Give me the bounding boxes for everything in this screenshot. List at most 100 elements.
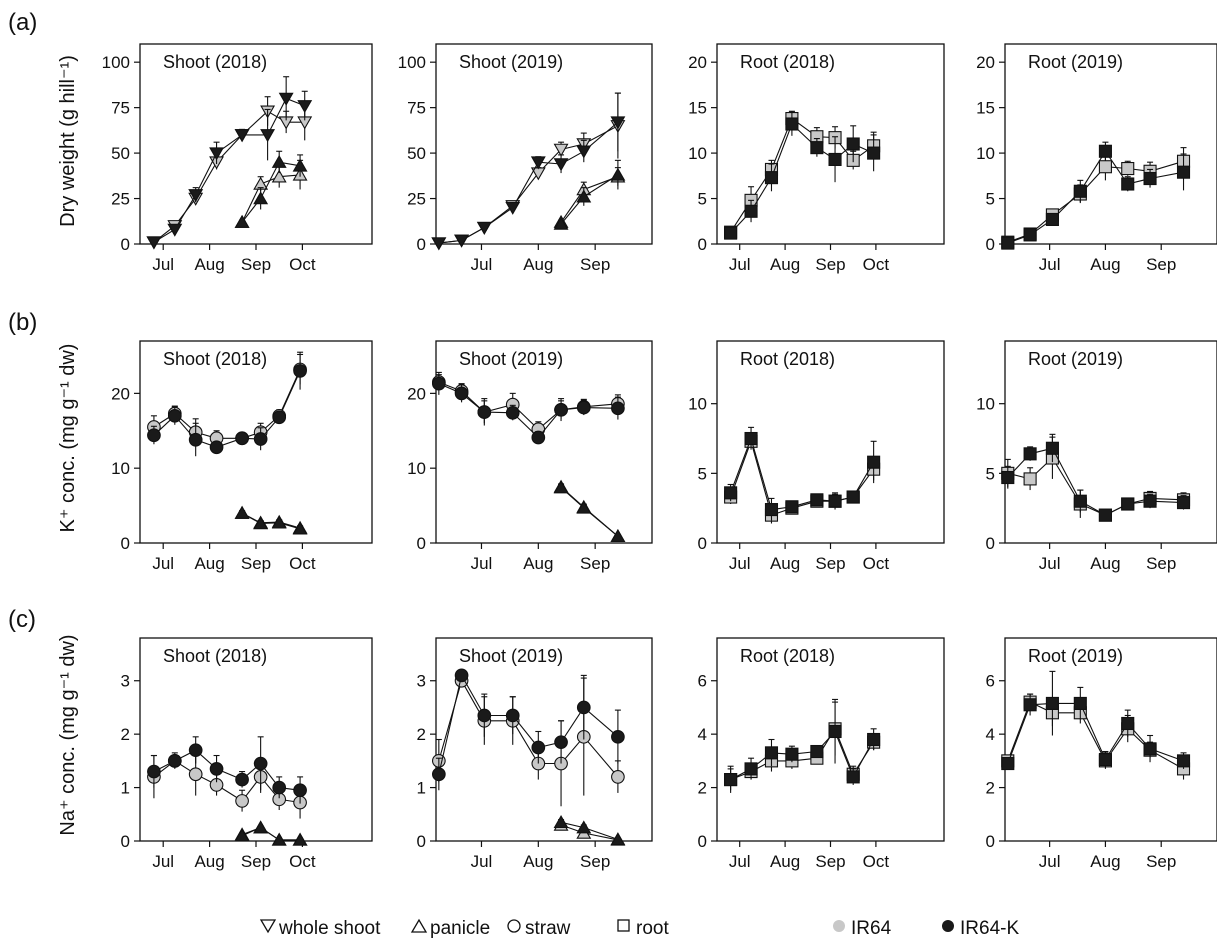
panel-title: Root (2019) [1028, 646, 1123, 666]
panel-c3: Root (2018) 0 2 4 6 Jul Aug Sep Oct [698, 637, 945, 871]
panel-b3: Root (2018) 0 5 10 Jul Aug Sep Oct [688, 340, 945, 573]
x-tick-label: Jul [471, 852, 493, 871]
y-tick-label: 0 [986, 534, 995, 553]
data-point [611, 401, 625, 416]
data-point [293, 364, 307, 378]
series-ir64-square [724, 110, 881, 239]
y-tick-label: 2 [986, 779, 995, 798]
data-point [167, 223, 183, 237]
data-point [785, 117, 799, 131]
data-point [147, 428, 161, 443]
data-point [764, 503, 779, 517]
data-point [454, 668, 469, 683]
legend-label-ir64: IR64 [851, 918, 892, 938]
y-tick-label: 4 [986, 725, 995, 744]
x-tick-label: Sep [241, 554, 271, 573]
series-line [241, 512, 301, 530]
data-point [1143, 494, 1157, 508]
data-point [576, 700, 591, 715]
data-point [209, 440, 224, 455]
x-tick-label: Aug [523, 554, 553, 573]
data-point [764, 746, 779, 760]
data-point [253, 191, 269, 205]
data-point [576, 189, 592, 203]
x-tick-label: Sep [580, 852, 610, 871]
data-point [272, 410, 287, 425]
y-tick-label: 20 [407, 384, 426, 403]
data-point [724, 226, 738, 240]
data-point [271, 515, 287, 529]
y-tick-label: 4 [698, 725, 707, 744]
series-line [438, 125, 619, 244]
legend-marker-tri-down [259, 919, 277, 934]
data-point [292, 832, 308, 846]
panel-b1: Shoot (2018) 0 10 20 Jul Aug Sep Oct [111, 340, 373, 573]
y-tick-label: 10 [976, 395, 995, 414]
y-tick-label: 75 [407, 99, 426, 118]
data-point [828, 724, 842, 739]
data-point [234, 129, 250, 143]
data-point [785, 500, 799, 514]
x-tick-label: Sep [1146, 852, 1176, 871]
data-point [576, 400, 591, 415]
x-tick-label: Aug [1090, 554, 1120, 573]
data-point [1023, 447, 1037, 461]
y-axis-label-b: K⁺ conc. (mg g⁻¹ dw) [57, 344, 79, 533]
data-point [1143, 742, 1157, 756]
data-point [293, 783, 307, 798]
x-tick-label: Aug [1090, 255, 1120, 274]
series-ir64-k-tri-up [234, 505, 308, 535]
series-ir64-k-circle [147, 736, 307, 804]
data-point [431, 767, 446, 782]
x-tick-label: Jul [1039, 852, 1061, 871]
data-point [1001, 236, 1015, 250]
data-point [554, 402, 568, 417]
x-tick-label: Aug [523, 255, 553, 274]
y-tick-label: 0 [986, 235, 995, 254]
x-tick-label: Oct [289, 255, 316, 274]
x-tick-label: Sep [241, 852, 271, 871]
y-tick-label: 50 [111, 144, 130, 163]
data-point [610, 832, 626, 846]
data-point [1098, 752, 1112, 767]
y-tick-label: 15 [688, 99, 707, 118]
x-tick-label: Sep [815, 554, 845, 573]
data-point [1121, 177, 1135, 191]
x-tick-label: Sep [815, 852, 845, 871]
data-point [846, 137, 860, 151]
panel-b4: Root (2019) 0 5 10 Jul Aug Sep [976, 340, 1217, 573]
data-point [553, 143, 569, 157]
data-point [431, 376, 446, 391]
panel-title: Shoot (2019) [459, 349, 563, 369]
x-tick-label: Aug [770, 852, 800, 871]
legend-swatch-ir64-k [942, 920, 954, 932]
data-point [1073, 696, 1087, 710]
y-tick-label: 10 [407, 459, 426, 478]
data-point [1098, 144, 1112, 158]
legend-item-panicle: panicle [410, 918, 490, 938]
panel-frame [139, 43, 373, 245]
legend-item-whole-shoot: whole shoot [259, 918, 381, 938]
data-point [209, 147, 225, 161]
data-point [1098, 160, 1112, 174]
y-tick-label: 3 [121, 672, 130, 691]
x-tick-label: Sep [1146, 255, 1176, 274]
y-tick-label: 0 [698, 534, 707, 553]
series-line [1007, 457, 1184, 516]
data-point [146, 236, 162, 250]
data-point [1143, 171, 1157, 186]
y-tick-label: 20 [976, 53, 995, 72]
legend-marker-square [617, 919, 630, 932]
data-point [1098, 508, 1112, 522]
x-tick-label: Oct [289, 554, 316, 573]
data-point [505, 708, 520, 723]
series-ir64-k-square [1001, 141, 1191, 250]
panel-title: Shoot (2019) [459, 646, 563, 666]
series-line [241, 826, 301, 841]
data-point [188, 767, 203, 782]
data-point [235, 431, 249, 446]
data-point [278, 92, 294, 106]
legend-item-straw: straw [507, 918, 571, 938]
data-point [785, 747, 799, 761]
